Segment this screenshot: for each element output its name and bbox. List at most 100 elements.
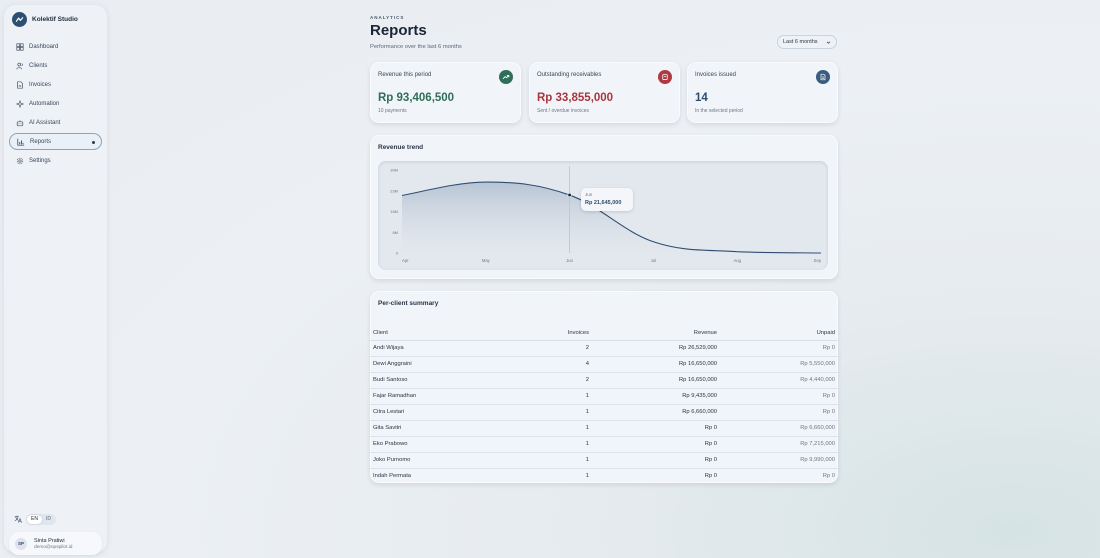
- cell-client: Andi Wijaya: [370, 340, 512, 357]
- file-icon: [15, 80, 24, 89]
- page-subtitle: Performance over the last 6 months: [370, 44, 462, 50]
- column-header-invoices[interactable]: Invoices: [512, 326, 592, 341]
- cell-revenue: Rp 26,529,000: [592, 340, 720, 357]
- cell-invoices: 1: [512, 388, 592, 405]
- cell-invoices: 1: [512, 420, 592, 437]
- sidebar-item-automation[interactable]: Automation: [9, 95, 102, 112]
- sidebar-item-label: Invoices: [29, 81, 52, 88]
- cell-client: Eko Prabowo: [370, 436, 512, 453]
- cell-client: Dewi Anggraini: [370, 356, 512, 373]
- sidebar-item-settings[interactable]: Settings: [9, 152, 102, 169]
- cell-revenue: Rp 9,435,000: [592, 388, 720, 405]
- language-switcher: EN ID: [14, 510, 56, 528]
- column-header-client[interactable]: Client: [370, 326, 512, 341]
- cell-invoices: 1: [512, 452, 592, 469]
- table-row[interactable]: Andi Wijaya 2 Rp 26,529,000 Rp 0: [370, 340, 838, 357]
- revenue-area: [402, 182, 821, 253]
- cell-client: Joko Purnomo: [370, 452, 512, 469]
- table-row[interactable]: Budi Santoso 2 Rp 16,650,000 Rp 4,440,000: [370, 372, 838, 389]
- client-summary-card: Per-client summary Client Invoices Reven…: [370, 291, 838, 483]
- revenue-trend-card: Revenue trend 0 8M 16M 23M 30M Apr May Jun Jul Au…: [370, 135, 838, 279]
- kpi-value: Rp 93,406,500: [378, 92, 455, 104]
- chart-tooltip: Jun Rp 21,645,000: [581, 188, 633, 211]
- sidebar-item-reports[interactable]: Reports: [9, 133, 102, 150]
- kpi-sub: Sent / overdue invoices: [537, 108, 589, 114]
- user-profile[interactable]: SP Sinta Pratiwi demo@opspilot.id: [9, 532, 102, 555]
- cell-invoices: 2: [512, 340, 592, 357]
- cell-unpaid: Rp 5,550,000: [720, 356, 838, 373]
- cell-unpaid: Rp 7,215,000: [720, 436, 838, 453]
- x-tick-label: May: [482, 258, 491, 263]
- tooltip-value: Rp 21,645,000: [585, 200, 622, 206]
- cell-invoices: 1: [585, 473, 589, 480]
- cell-unpaid: Rp 4,440,000: [720, 372, 838, 389]
- period-select[interactable]: Last 6 months: [777, 35, 837, 49]
- sidebar-item-label: Automation: [29, 100, 60, 107]
- language-toggle: EN ID: [26, 513, 56, 525]
- table-row[interactable]: Gita Savitri 1 Rp 0 Rp 6,660,000: [370, 420, 838, 437]
- y-tick-label: 0: [396, 251, 399, 256]
- language-option-en[interactable]: EN: [27, 514, 42, 524]
- trend-up-icon: [499, 70, 513, 84]
- brand-name: Kolektif Studio: [32, 16, 78, 23]
- automation-icon: [15, 99, 24, 108]
- language-option-id[interactable]: ID: [45, 516, 51, 522]
- cell-revenue: Rp 16,650,000: [592, 372, 720, 389]
- table-row[interactable]: Eko Prabowo 1 Rp 0 Rp 7,215,000: [370, 436, 838, 453]
- cell-client: Gita Savitri: [370, 420, 512, 437]
- cell-invoices: 2: [512, 372, 592, 389]
- brand-logo-icon: [12, 12, 27, 27]
- kpi-sub: In the selected period: [695, 108, 743, 114]
- cell-invoices: 4: [512, 356, 592, 373]
- table-header-row: Client Invoices Revenue Unpaid: [370, 326, 838, 341]
- x-tick-label: Apr: [402, 258, 409, 263]
- table-row[interactable]: Citra Lestari 1 Rp 6,660,000 Rp 0: [370, 404, 838, 421]
- cell-revenue: Rp 0: [704, 473, 717, 480]
- cell-unpaid: Rp 0: [720, 340, 838, 357]
- y-tick-label: 8M: [392, 230, 398, 235]
- section-title: Revenue trend: [378, 144, 424, 151]
- cell-unpaid: Rp 0: [720, 404, 838, 421]
- period-select-value: Last 6 months: [783, 39, 818, 45]
- avatar: SP: [15, 537, 27, 550]
- sidebar-item-ai-assistant[interactable]: AI Assistant: [9, 114, 102, 131]
- table-row[interactable]: Fajar Ramadhan 1 Rp 9,435,000 Rp 0: [370, 388, 838, 405]
- column-header-unpaid[interactable]: Unpaid: [720, 326, 838, 341]
- x-tick-label: Sep: [814, 258, 822, 263]
- document-icon: [816, 70, 830, 84]
- column-header-revenue[interactable]: Revenue: [592, 326, 720, 341]
- kpi-label: Outstanding receivables: [537, 72, 602, 78]
- table-row[interactable]: Dewi Anggraini 4 Rp 16,650,000 Rp 5,550,000: [370, 356, 838, 373]
- translate-icon: [14, 510, 22, 528]
- y-tick-label: 23M: [390, 188, 398, 193]
- cell-revenue: Rp 6,660,000: [592, 404, 720, 421]
- table-row[interactable]: Joko Purnomo 1 Rp 0 Rp 9,990,000: [370, 452, 838, 469]
- sidebar-item-label: AI Assistant: [29, 119, 61, 126]
- cell-unpaid: Rp 0: [822, 473, 835, 480]
- receipt-icon: [658, 70, 672, 84]
- user-email: demo@opspilot.id: [34, 544, 73, 550]
- cell-revenue: Rp 0: [592, 452, 720, 469]
- table-row[interactable]: Indah Permata 1 Rp 0 Rp 0: [370, 468, 838, 484]
- x-tick-label: Aug: [733, 258, 741, 263]
- cell-unpaid: Rp 9,990,000: [720, 452, 838, 469]
- sidebar-item-invoices[interactable]: Invoices: [9, 76, 102, 93]
- user-name: Sinta Pratiwi: [34, 537, 65, 544]
- sidebar-item-label: Dashboard: [29, 43, 59, 50]
- users-icon: [15, 61, 24, 70]
- brand[interactable]: Kolektif Studio: [12, 12, 78, 27]
- revenue-chart[interactable]: 0 8M 16M 23M 30M Apr May Jun Jul Aug Sep: [378, 161, 828, 270]
- cell-revenue: Rp 0: [592, 420, 720, 437]
- sidebar-item-clients[interactable]: Clients: [9, 57, 102, 74]
- sidebar-item-dashboard[interactable]: Dashboard: [9, 38, 102, 55]
- kpi-label: Invoices issued: [695, 72, 737, 78]
- data-point-jun[interactable]: [567, 192, 572, 198]
- cell-client: Budi Santoso: [370, 372, 512, 389]
- page-eyebrow: ANALYTICS: [370, 15, 405, 20]
- client-summary-table: Client Invoices Revenue Unpaid Andi Wija…: [370, 326, 838, 484]
- active-indicator: [92, 141, 95, 144]
- cell-unpaid: Rp 6,660,000: [720, 420, 838, 437]
- sidebar-item-label: Reports: [30, 138, 52, 145]
- kpi-value: 14: [695, 92, 708, 104]
- cell-client: Citra Lestari: [370, 404, 512, 421]
